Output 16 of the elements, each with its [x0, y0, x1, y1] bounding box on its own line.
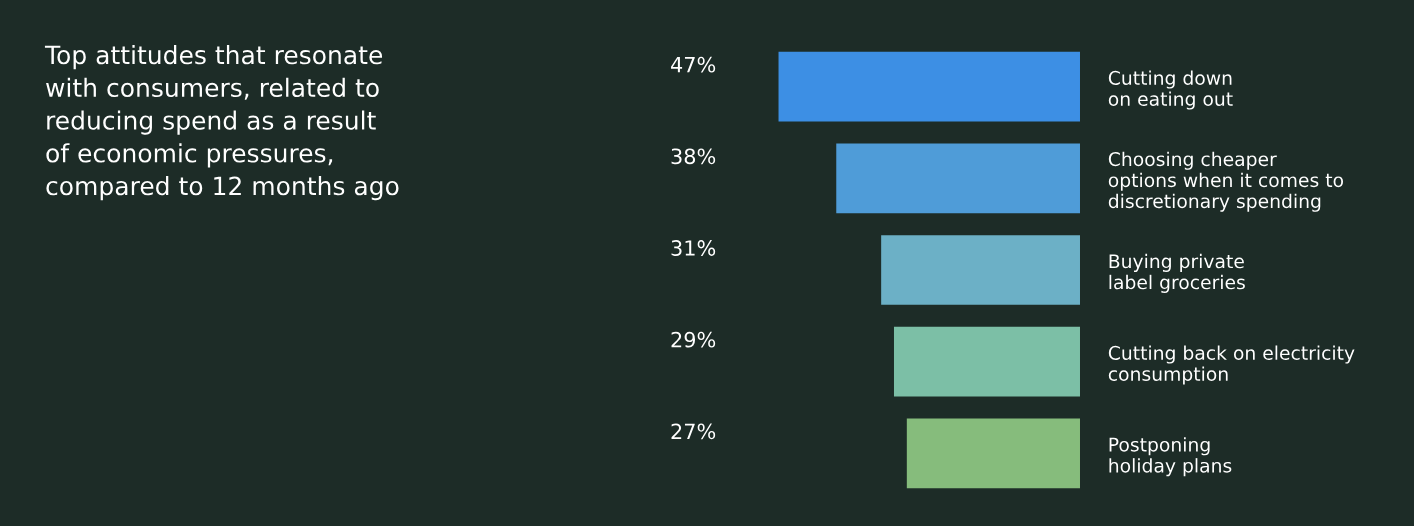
data-label: 31%	[671, 240, 716, 256]
data-label: 47%	[671, 56, 716, 73]
bar	[893, 326, 1080, 397]
data-label: 29%	[671, 331, 716, 348]
y-tick-label: Cutting down on eating out	[1108, 70, 1233, 110]
bar	[906, 418, 1080, 489]
data-label: 27%	[671, 423, 716, 440]
y-tick-label: Buying private label groceries	[1109, 253, 1245, 293]
text: Top attitudes that resonate with consumers, related to reducing spend as a result of economic pressures, compared to 12 months ago	[44, 45, 399, 201]
data-label: 38%	[671, 148, 716, 165]
bar	[778, 51, 1080, 122]
y-tick-label: Postponing holiday plans	[1109, 437, 1232, 477]
y-tick-label: Choosing cheaper options when it comes to discretionary spending	[1108, 151, 1344, 212]
bar	[881, 235, 1080, 305]
bar	[836, 143, 1080, 214]
y-tick-label: Cutting back on electricity consumption	[1108, 345, 1355, 385]
